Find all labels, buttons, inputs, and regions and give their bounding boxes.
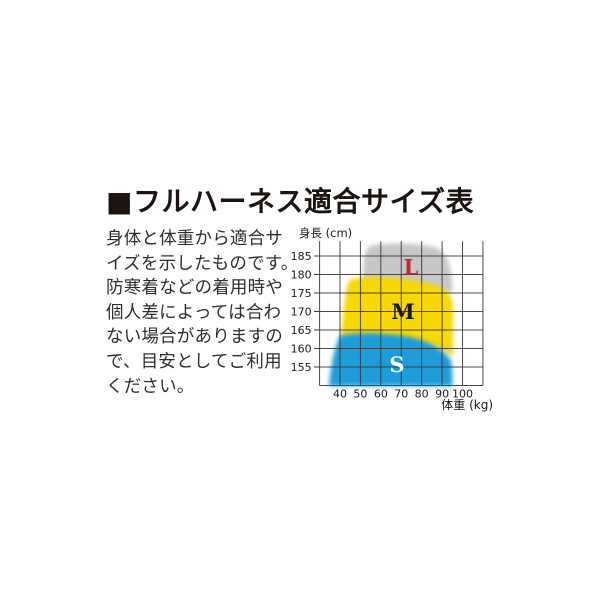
y-tick-label: 160 — [291, 343, 312, 356]
region-label-s: S — [389, 352, 404, 377]
x-axis-title: 体重 (kg) — [441, 398, 493, 412]
size-chart: 185 180 175 170 165 160 155 40 50 60 70 80 90 100 身長 … — [291, 226, 493, 412]
x-tick-label: 100 — [452, 388, 473, 401]
y-tick-label: 155 — [291, 361, 312, 374]
y-tick-label: 170 — [291, 306, 312, 319]
region-label-l: L — [404, 255, 419, 280]
page-title: ■フルハーネス適合サイズ表 — [106, 185, 475, 218]
chart-region-labels: LM S — [389, 255, 418, 378]
y-tick-label: 185 — [291, 250, 312, 263]
y-tick-label: 175 — [291, 287, 312, 300]
region-label-m: M — [391, 299, 414, 324]
chart-grid — [319, 241, 484, 386]
x-tick-label: 60 — [374, 388, 388, 401]
x-tick-label: 80 — [415, 388, 429, 401]
description-text: 身体と体重から適合サ イズを示したものです。 防寒着などの着用時や 個人差によっ… — [106, 229, 299, 397]
y-axis-title: 身長 (cm) — [299, 226, 352, 240]
x-tick-label: 40 — [333, 388, 347, 401]
y-tick-label: 165 — [291, 324, 312, 337]
size-chart-figure: 185 180 175 170 165 160 155 40 50 60 70 80 90 100 身長 … — [280, 215, 515, 420]
chart-tick-labels: 185 180 175 170 165 160 155 40 50 60 70 80 90 100 — [291, 250, 473, 401]
x-tick-label: 50 — [353, 388, 367, 401]
y-tick-label: 180 — [291, 269, 312, 282]
x-tick-label: 70 — [394, 388, 408, 401]
x-tick-label: 90 — [435, 388, 449, 401]
